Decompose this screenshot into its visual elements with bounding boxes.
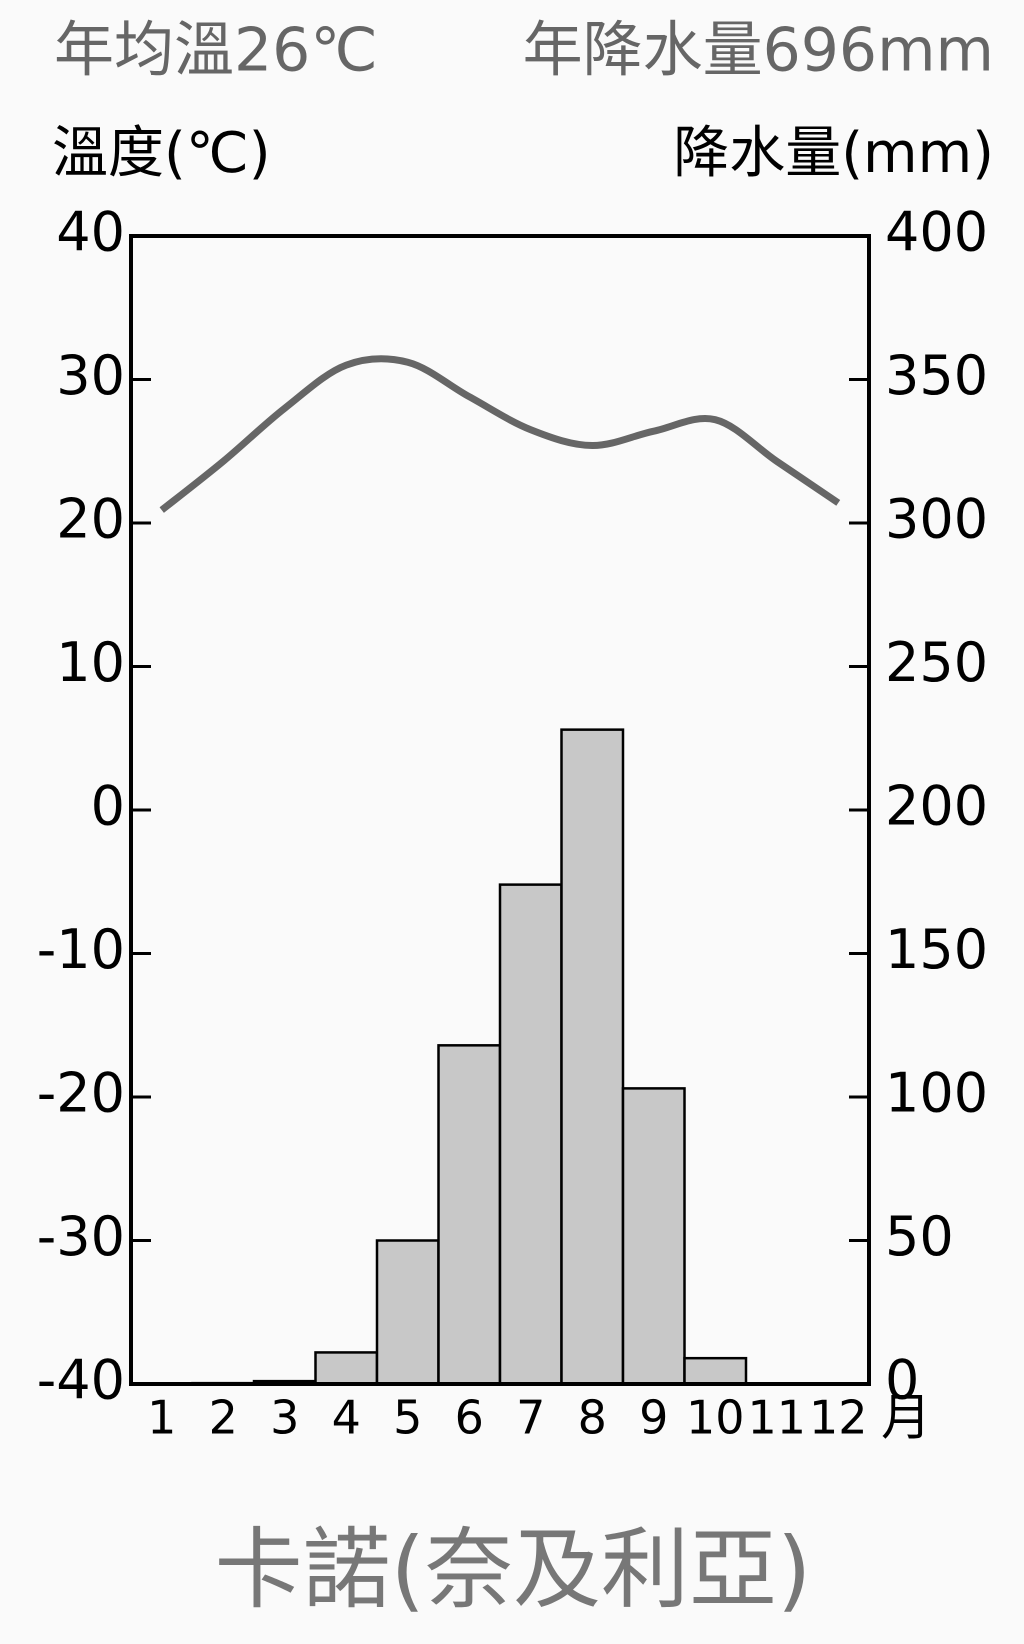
y-axis-label: 溫度(℃) [52,121,271,186]
x-tick-label: 10 [686,1391,745,1445]
x-tick-label: 9 [639,1391,668,1445]
y2-tick-label: 50 [885,1205,954,1268]
y2-tick-label: 150 [885,918,988,981]
y2-tick-label: 400 [885,201,988,264]
plot-frame [129,234,871,1386]
y2-tick-label: 350 [885,344,988,407]
chart-title: 卡諾(奈及利亞) [215,1518,812,1621]
subtitle-left: 年均溫26℃ [54,16,378,86]
bar [437,1044,502,1386]
x-tick-label: 2 [209,1391,238,1445]
y-tick-label: 20 [56,488,125,551]
y-tick-label: -10 [37,918,125,981]
y-tick-label: 10 [56,631,125,694]
bar [683,1356,748,1386]
x-tick-label: 5 [393,1391,422,1445]
y2-tick-label: 0 [885,1349,919,1412]
y-tick-label: -40 [37,1349,125,1412]
bar [621,1087,686,1386]
y2-tick-label: 300 [885,488,988,551]
temperature-line [159,355,841,513]
x-tick-label: 8 [578,1391,607,1445]
x-axis-label: 月 [881,1389,931,1447]
x-tick-label: 7 [516,1391,545,1445]
x-tick-label: 4 [332,1391,361,1445]
y-tick-label: 0 [91,775,125,838]
subtitle-right: 年降水量696mm [523,16,994,86]
y2-tick-label: 200 [885,775,988,838]
y-tick-label: -30 [37,1205,125,1268]
bar [560,728,625,1386]
y-tick-label: -20 [37,1062,125,1125]
bar [498,883,563,1386]
bar [314,1351,379,1386]
bar [375,1239,440,1386]
y2-tick-label: 250 [885,631,988,694]
y-tick-label: 40 [56,201,125,264]
x-tick-label: 11 [747,1391,806,1445]
x-tick-label: 3 [270,1391,299,1445]
x-tick-label: 1 [147,1391,176,1445]
y2-axis-label: 降水量(mm) [673,121,994,186]
y2-tick-label: 100 [885,1062,988,1125]
y-tick-label: 30 [56,344,125,407]
x-tick-label: 6 [455,1391,484,1445]
x-tick-label: 12 [809,1391,868,1445]
